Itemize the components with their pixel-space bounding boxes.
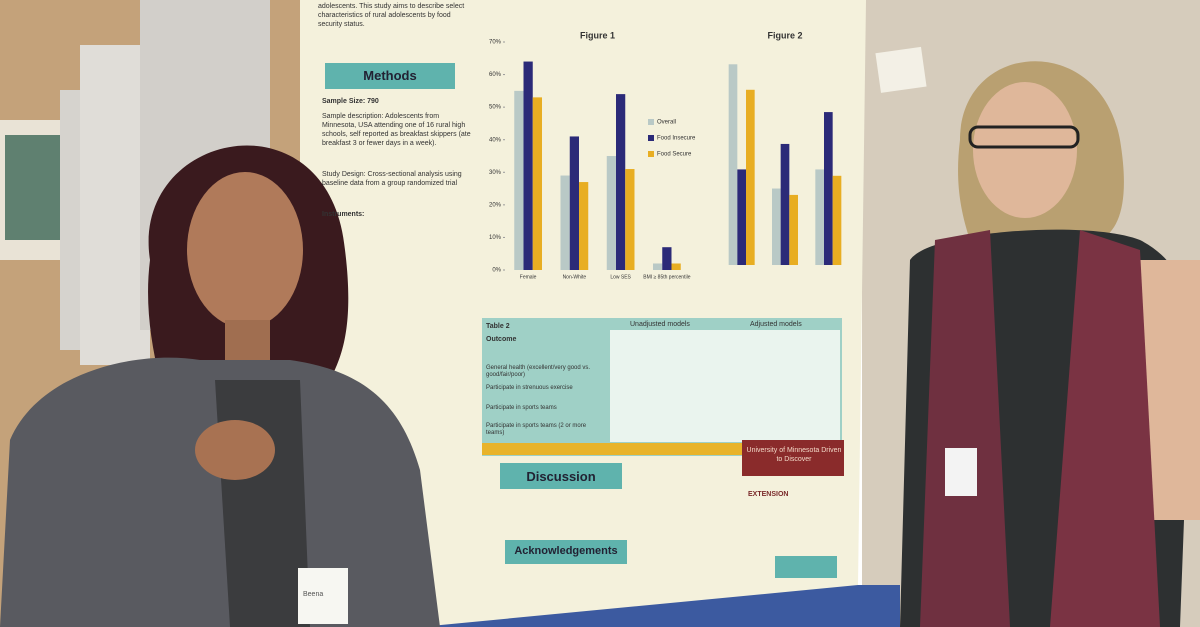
discussion-heading: Discussion (526, 469, 596, 484)
bar (514, 90, 524, 270)
glasses (968, 125, 1080, 149)
poster (300, 0, 866, 627)
bar (560, 175, 570, 270)
y-tick-label: 60% (489, 72, 502, 78)
methods-box (325, 63, 455, 89)
ack-heading: Acknowledgements (514, 545, 618, 557)
table-adjusted: Adjusted models (750, 321, 802, 328)
badge (298, 568, 348, 624)
legend-label: Overall (657, 120, 676, 126)
x-tick-label: Female (520, 274, 537, 280)
table-title: Table 2 (486, 323, 510, 330)
bar (662, 247, 672, 270)
bar (523, 61, 533, 270)
bar (616, 94, 626, 270)
legend-swatch (648, 135, 654, 141)
discussion-box (500, 463, 622, 489)
instruments: Instruments: (322, 211, 365, 218)
bar (789, 194, 798, 265)
badge-name: Beena (303, 591, 324, 598)
y-tick-label: 10% (489, 235, 502, 241)
table-row: Participate in sports teams (486, 405, 557, 411)
bar (671, 263, 681, 270)
table-cells (610, 330, 840, 442)
bar (569, 136, 579, 270)
bar (653, 263, 663, 270)
vest (920, 230, 1010, 627)
university: University of Minnesota Driven to Discov… (746, 447, 842, 463)
badge (945, 448, 977, 496)
y-tick-label: 0% (492, 268, 501, 274)
note (875, 46, 927, 93)
bar (815, 169, 824, 265)
legend-swatch (648, 119, 654, 125)
legend-swatch (648, 151, 654, 157)
table-row: Participate in sports teams (2 or more t… (486, 423, 587, 436)
y-tick-label: 50% (489, 105, 502, 111)
bar (746, 89, 755, 266)
y-tick-label: 30% (489, 170, 502, 176)
top (215, 380, 310, 627)
bar (772, 188, 781, 265)
bar (832, 175, 842, 265)
jacket (0, 357, 440, 627)
x-tick-label: BMI ≥ 85th percentile (643, 274, 690, 280)
methods-heading: Methods (363, 68, 417, 83)
face (973, 82, 1077, 218)
table-unadjusted: Unadjusted models (630, 321, 690, 328)
panel (80, 45, 150, 365)
bar (780, 143, 790, 265)
logo-box (775, 556, 837, 578)
bar (532, 97, 542, 270)
extension: EXTENSION (748, 491, 789, 498)
table-row: Participate in strenuous exercise (486, 385, 573, 391)
sample-description: Sample description: Adolescents from Min… (322, 113, 471, 147)
painting (5, 135, 60, 240)
bar (824, 112, 833, 265)
y-tick-label: 20% (489, 202, 502, 208)
bar (579, 182, 589, 270)
y-tick-label: 70% (489, 40, 502, 46)
face (187, 172, 303, 328)
bar (737, 169, 746, 265)
sample-size: Sample Size: 790 (322, 98, 379, 105)
y-tick-label: 40% (489, 137, 502, 143)
table-row: General health (excellent/very good vs. … (486, 365, 591, 378)
figure-title: Figure 1 (580, 30, 615, 40)
hand (195, 420, 275, 480)
intro: adolescents. This study aims to describe… (318, 3, 465, 28)
x-tick-label: Low SES (610, 274, 631, 280)
legend-label: Food Secure (657, 152, 692, 158)
study-design: Study Design: Cross-sectional analysis u… (322, 171, 462, 187)
university-box (742, 440, 844, 476)
figure-title: Figure 2 (767, 30, 802, 40)
legend-label: Food Insecure (657, 136, 696, 142)
ack-box (505, 540, 627, 564)
bar (625, 169, 635, 270)
table-outcome: Outcome (486, 336, 517, 343)
x-tick-label: Non-White (563, 274, 587, 280)
bar (606, 156, 616, 270)
bar (728, 64, 738, 265)
vest (1050, 230, 1160, 627)
